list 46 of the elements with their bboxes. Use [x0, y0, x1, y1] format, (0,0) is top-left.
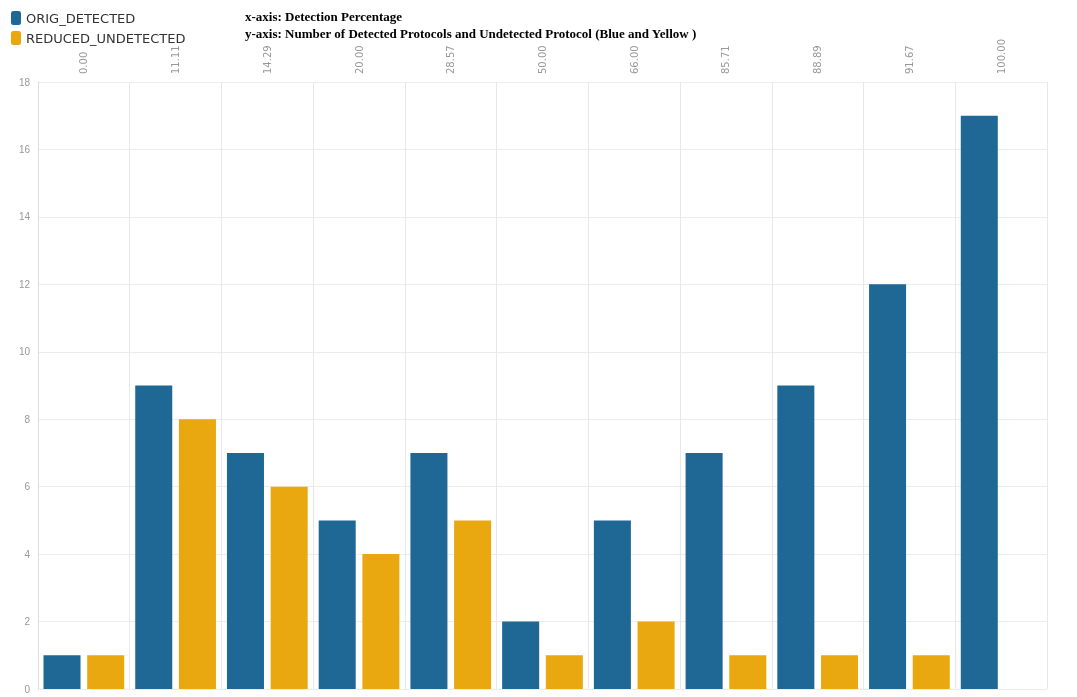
bar — [960, 115, 998, 689]
bar — [87, 655, 125, 689]
x-tick-label: 11.11 — [170, 45, 182, 74]
bar — [270, 486, 308, 689]
x-tick-label: 88.89 — [812, 45, 824, 74]
x-tick-label: 0.00 — [78, 51, 90, 74]
bar — [637, 621, 675, 689]
x-tick-label: 100.00 — [995, 39, 1007, 74]
bar — [410, 452, 448, 689]
x-tick-label: 85.71 — [720, 45, 732, 74]
bar — [777, 385, 815, 689]
x-tick-label: 66.00 — [628, 45, 640, 74]
x-tick-label: 14.29 — [261, 45, 273, 74]
legend-label: REDUCED_UNDETECTED — [26, 30, 186, 46]
bar — [135, 385, 173, 689]
bar — [318, 520, 356, 689]
bar — [502, 621, 540, 689]
y-tick-label: 4 — [24, 548, 31, 560]
x-tick-label: 28.57 — [445, 45, 457, 74]
y-tick-label: 14 — [18, 211, 31, 223]
bar — [821, 655, 859, 689]
bar — [454, 520, 492, 689]
bar — [685, 452, 723, 689]
bar — [729, 655, 767, 689]
legend-label: ORIG_DETECTED — [26, 10, 136, 26]
x-tick-label: 20.00 — [353, 45, 365, 74]
y-tick-label: 6 — [24, 481, 31, 493]
bar — [43, 655, 81, 689]
x-tick-label: 91.67 — [903, 45, 915, 74]
text: x-axis: Detection Percentage — [245, 9, 403, 24]
y-tick-label: 18 — [18, 76, 31, 88]
y-tick-label: 8 — [24, 413, 31, 425]
bar — [912, 655, 950, 689]
bar — [362, 554, 400, 689]
y-tick-label: 0 — [24, 683, 31, 695]
y-tick-label: 16 — [18, 143, 31, 155]
text: y-axis: Number of Detected Protocols and Undetected Protocol (Blue and Yellow ) — [245, 26, 697, 41]
bar — [226, 452, 264, 689]
bar — [869, 284, 907, 689]
y-tick-label: 12 — [18, 278, 31, 290]
y-tick-label: 2 — [24, 616, 31, 628]
x-tick-label: 50.00 — [537, 45, 548, 74]
y-tick-label: 10 — [18, 346, 31, 358]
bar — [545, 655, 583, 689]
bar — [178, 419, 216, 689]
bar — [593, 520, 631, 689]
